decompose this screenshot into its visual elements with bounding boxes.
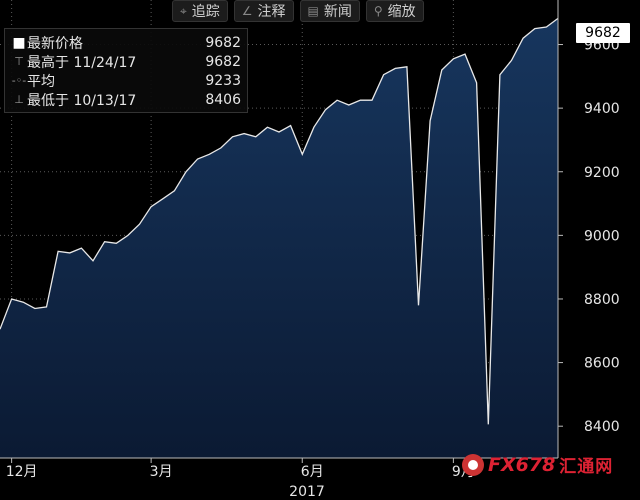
chart-toolbar: ⌖ 追踪 ∠ 注释 ▤ 新闻 ⚲ 缩放 [172,0,424,22]
watermark-brand: FX678 [488,453,556,476]
legend-label: 平均 [27,73,55,90]
search-icon: ⚲ [373,4,383,18]
x-tick-label: 6月 [301,464,324,480]
y-tick-label: 9200 [584,165,620,181]
zoom-label: 缩放 [387,4,416,20]
square-icon: ■ [12,34,26,51]
x-year-label: 2017 [289,484,325,500]
y-tick-label: 9400 [584,101,620,117]
zoom-button[interactable]: ⚲ 缩放 [365,0,424,22]
legend-value: 9682 [205,53,241,70]
y-tick-label: 8600 [584,356,620,372]
high-marker-icon: ⊤ [14,55,24,68]
news-icon: ▤ [307,4,319,18]
pencil-icon: ∠ [241,4,253,18]
y-tick-label: 8800 [584,292,620,308]
legend-value: 9233 [205,72,241,89]
average-marker-icon: -◦- [11,74,27,87]
crosshair-icon: ⌖ [180,3,187,18]
y-tick-label: 9000 [584,228,620,244]
legend-row-last-price: ■ 最新价格 9682 [11,33,241,52]
track-label: 追踪 [191,4,220,20]
low-marker-icon: ⊥ [14,93,24,106]
legend-label: 最低于 10/13/17 [27,92,137,109]
series-area-fill [0,18,558,459]
annotate-label: 注释 [257,4,286,20]
last-value-badge: 9682 [576,23,630,43]
legend-row-average: -◦- 平均 9233 [11,71,241,90]
news-button[interactable]: ▤ 新闻 [299,0,360,22]
series-line [0,17,559,425]
brand-logo-icon [462,453,484,476]
legend-value: 8406 [205,91,241,108]
legend-label: 最高于 11/24/17 [27,54,137,71]
y-tick-label: 8400 [584,419,620,435]
legend-row-high: ⊤ 最高于 11/24/17 9682 [11,52,241,71]
x-tick-label: 3月 [150,464,173,480]
watermark: FX678 汇通网 [462,452,613,477]
legend-label: 最新价格 [27,35,83,52]
series-area [0,17,559,459]
watermark-name: 汇通网 [559,457,614,477]
x-tick-label: 12月 [6,464,38,480]
annotate-button[interactable]: ∠ 注释 [233,0,294,22]
news-label: 新闻 [323,4,352,20]
chart-legend: ■ 最新价格 9682 ⊤ 最高于 11/24/17 9682 -◦- 平均 9… [4,28,248,113]
legend-value: 9682 [205,34,241,51]
track-button[interactable]: ⌖ 追踪 [172,0,228,22]
legend-row-low: ⊥ 最低于 10/13/17 8406 [11,90,241,109]
